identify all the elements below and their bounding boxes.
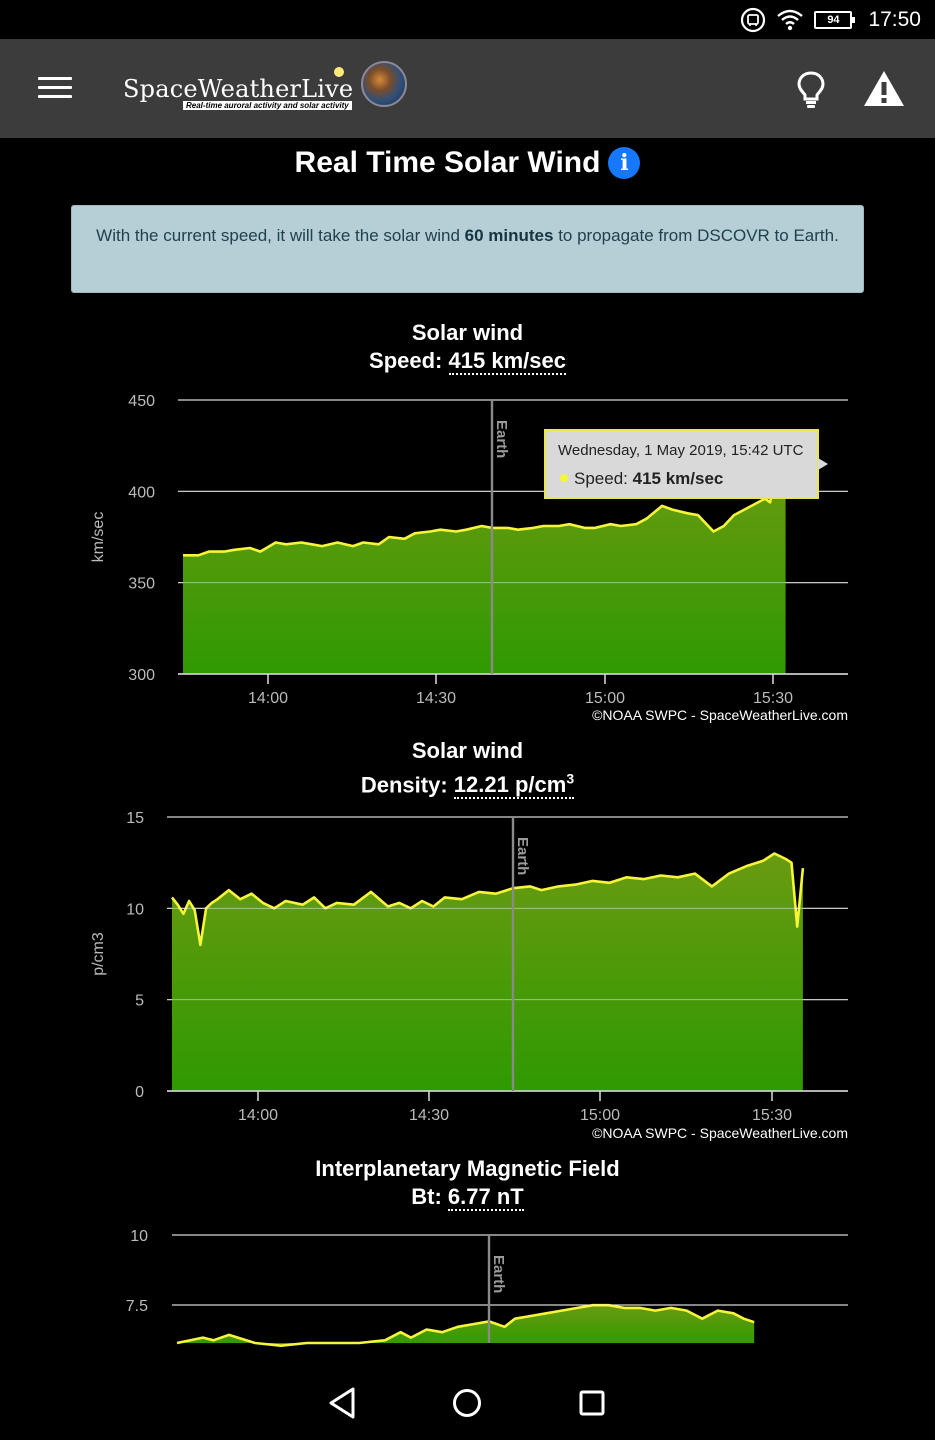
cast-icon — [740, 7, 766, 33]
data-line — [176, 1303, 755, 1347]
y-tick-label: 10 — [130, 1228, 148, 1245]
speed-label: Speed: — [369, 348, 443, 373]
x-tick-label: 15:30 — [752, 1107, 792, 1124]
back-icon — [329, 1387, 355, 1419]
y-tick-label: 450 — [128, 393, 155, 410]
propagation-info-box: With the current speed, it will take the… — [71, 205, 864, 293]
back-button[interactable] — [323, 1383, 363, 1423]
density-chart-heading: Solar wind — [411, 738, 524, 763]
x-tick-label: 15:00 — [580, 1107, 620, 1124]
tooltip-series-dot — [560, 474, 568, 482]
y-tick-label: 10 — [126, 901, 144, 918]
status-time: 17:50 — [868, 7, 921, 31]
logo-subtitle: Real-time auroral activity and solar act… — [183, 101, 352, 110]
earth-marker-label: Earth — [514, 837, 531, 875]
y-tick-label: 7.5 — [126, 1298, 148, 1315]
bt-value[interactable]: 6.77 nT — [447, 1184, 524, 1211]
earth-marker-label: Earth — [493, 420, 510, 458]
tooltip-value: Speed: 415 km/sec — [574, 469, 723, 488]
imf-chart[interactable]: 7.5 10 Earth — [0, 1220, 935, 1347]
data-line — [170, 852, 805, 947]
x-tick-label: 14:30 — [416, 690, 456, 707]
earth-marker-label: Earth — [490, 1255, 507, 1293]
imf-chart-title: Interplanetary Magnetic Field Bt: 6.77 n… — [0, 1155, 935, 1211]
speed-chart[interactable]: 300 350 400 450 14:00 14:30 15:00 15:30 km/sec Ea… — [0, 380, 935, 710]
recents-button[interactable] — [572, 1383, 612, 1423]
recents-icon — [579, 1390, 605, 1416]
home-icon — [453, 1389, 481, 1417]
lightbulb-icon — [797, 71, 825, 108]
wifi-icon — [776, 8, 804, 32]
info-icon[interactable]: i — [608, 147, 641, 180]
app-bar: SpaceWeatherLive Real-time auroral activ… — [0, 39, 935, 138]
warning-icon — [864, 71, 904, 106]
home-button[interactable] — [447, 1383, 487, 1423]
bt-label: Bt: — [411, 1184, 442, 1209]
info-text-after: to propagate from DSCOVR to Earth. — [553, 226, 839, 245]
x-tick-label: 15:00 — [585, 690, 625, 707]
page-title-text: Real Time Solar Wind — [294, 146, 601, 180]
data-area — [177, 1305, 755, 1346]
logo-sun — [334, 67, 344, 77]
speed-chart-credit: ©NOAA SWPC - SpaceWeatherLive.com — [592, 707, 848, 723]
x-tick-label: 15:30 — [753, 690, 793, 707]
y-axis-title: km/sec — [90, 512, 107, 563]
menu-icon — [38, 77, 72, 80]
info-highlight: 60 minutes — [464, 226, 554, 245]
x-tick-label: 14:30 — [409, 1107, 449, 1124]
data-area — [172, 853, 803, 1091]
y-tick-label: 400 — [128, 484, 155, 501]
status-bar: 94 17:50 — [0, 0, 935, 39]
tooltip-date: Wednesday, 1 May 2019, 15:42 UTC — [558, 442, 804, 459]
navigation-bar — [0, 1365, 935, 1440]
y-tick-label: 350 — [128, 576, 155, 593]
logo-globe-icon — [361, 61, 407, 107]
info-text-before: With the current speed, it will take the… — [96, 226, 465, 245]
speed-chart-title: Solar wind Speed: 415 km/sec — [0, 319, 935, 375]
density-label: Density: — [360, 772, 448, 798]
density-value[interactable]: 12.21 p/cm3 — [453, 771, 575, 798]
app-logo[interactable]: SpaceWeatherLive Real-time auroral activ… — [123, 59, 407, 119]
battery-level: 94 — [827, 13, 840, 26]
tooltip-label: Speed: — [574, 469, 633, 488]
data-area — [183, 463, 786, 674]
density-chart-credit: ©NOAA SWPC - SpaceWeatherLive.com — [592, 1125, 848, 1141]
page-title: Real Time Solar Wind i — [0, 145, 935, 180]
density-chart[interactable]: 0 5 10 15 14:00 14:30 15:00 15:30 p/cm3 Earth — [0, 800, 935, 1130]
battery-indicator: 94 — [814, 10, 856, 29]
density-chart-title: Solar wind Density: 12.21 p/cm3 — [0, 737, 935, 800]
y-tick-label: 0 — [135, 1084, 144, 1101]
y-tick-label: 5 — [135, 993, 144, 1010]
tooltip-value-number: 415 km/sec — [633, 469, 724, 488]
y-tick-label: 15 — [126, 810, 144, 827]
imf-chart-heading: Interplanetary Magnetic Field — [315, 1156, 620, 1181]
data-line — [183, 462, 787, 557]
menu-button[interactable] — [38, 77, 72, 101]
speed-chart-heading: Solar wind — [411, 320, 524, 345]
x-tick-label: 14:00 — [238, 1107, 278, 1124]
tooltip-pointer — [818, 458, 828, 470]
logo-text: SpaceWeatherLive — [123, 75, 354, 103]
x-tick-label: 14:00 — [248, 690, 288, 707]
speed-value[interactable]: 415 km/sec — [448, 348, 566, 375]
y-axis-title: p/cm3 — [90, 932, 107, 976]
lightbulb-button[interactable] — [795, 70, 827, 110]
y-tick-label: 300 — [128, 667, 155, 684]
alerts-button[interactable] — [862, 69, 906, 109]
